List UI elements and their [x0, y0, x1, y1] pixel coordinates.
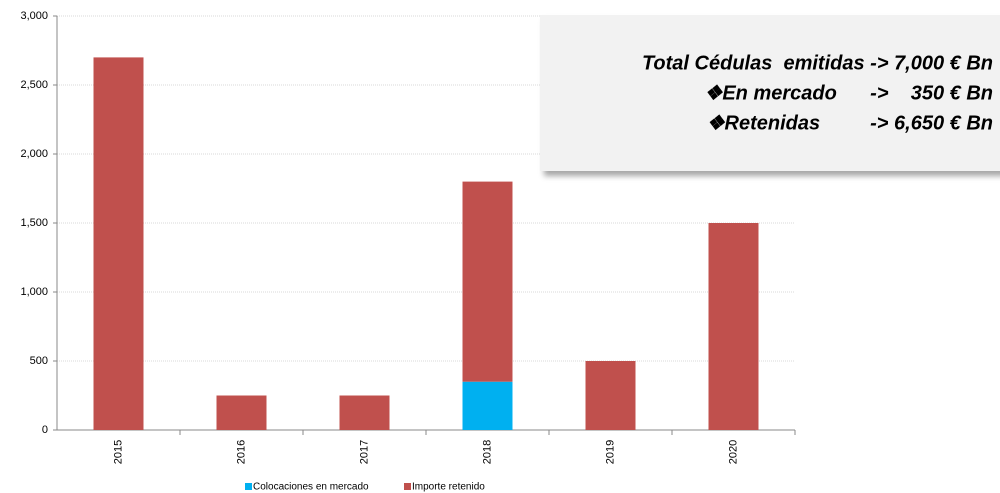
- x-tick-label: 2015: [112, 440, 124, 464]
- x-tick-label: 2018: [481, 440, 493, 464]
- annotation-text: ❖Retenidas -> 6,650 € Bn: [707, 112, 993, 134]
- legend-swatch: [404, 483, 411, 490]
- annotation-box: [540, 15, 1000, 171]
- legend-swatch: [245, 483, 252, 490]
- legend-label: Colocaciones en mercado: [253, 482, 369, 493]
- bar-segment: [462, 381, 513, 430]
- y-tick-label: 1,500: [20, 217, 48, 229]
- bar-segment: [93, 57, 144, 431]
- x-tick-label: 2020: [727, 440, 739, 464]
- bar-segment: [462, 181, 513, 382]
- y-tick-label: 0: [42, 424, 48, 436]
- bar-segment: [585, 361, 636, 430]
- x-tick-label: 2019: [604, 440, 616, 464]
- x-tick-label: 2017: [358, 440, 370, 464]
- x-tick-label: 2016: [235, 440, 247, 464]
- y-tick-label: 2,500: [20, 79, 48, 91]
- plot-area: 0 500 1,000 1,500 2,000 2,500 3,000 2015 2016 201…: [20, 10, 796, 493]
- legend-label: Importe retenido: [412, 482, 485, 493]
- bar-segment: [339, 395, 390, 430]
- annotations: Total Cédulas emitidas -> 7,000 € Bn ❖En …: [642, 52, 993, 134]
- y-tick-label: 3,000: [20, 10, 48, 22]
- y-tick-label: 2,000: [20, 148, 48, 160]
- bar-segment: [708, 223, 759, 430]
- annotation-text: ❖En mercado -> 350 € Bn: [704, 82, 993, 104]
- y-tick-label: 500: [30, 355, 48, 367]
- annotation-text: Total Cédulas emitidas -> 7,000 € Bn: [642, 52, 993, 74]
- bar-segment: [216, 395, 267, 430]
- y-tick-label: 1,000: [20, 286, 48, 298]
